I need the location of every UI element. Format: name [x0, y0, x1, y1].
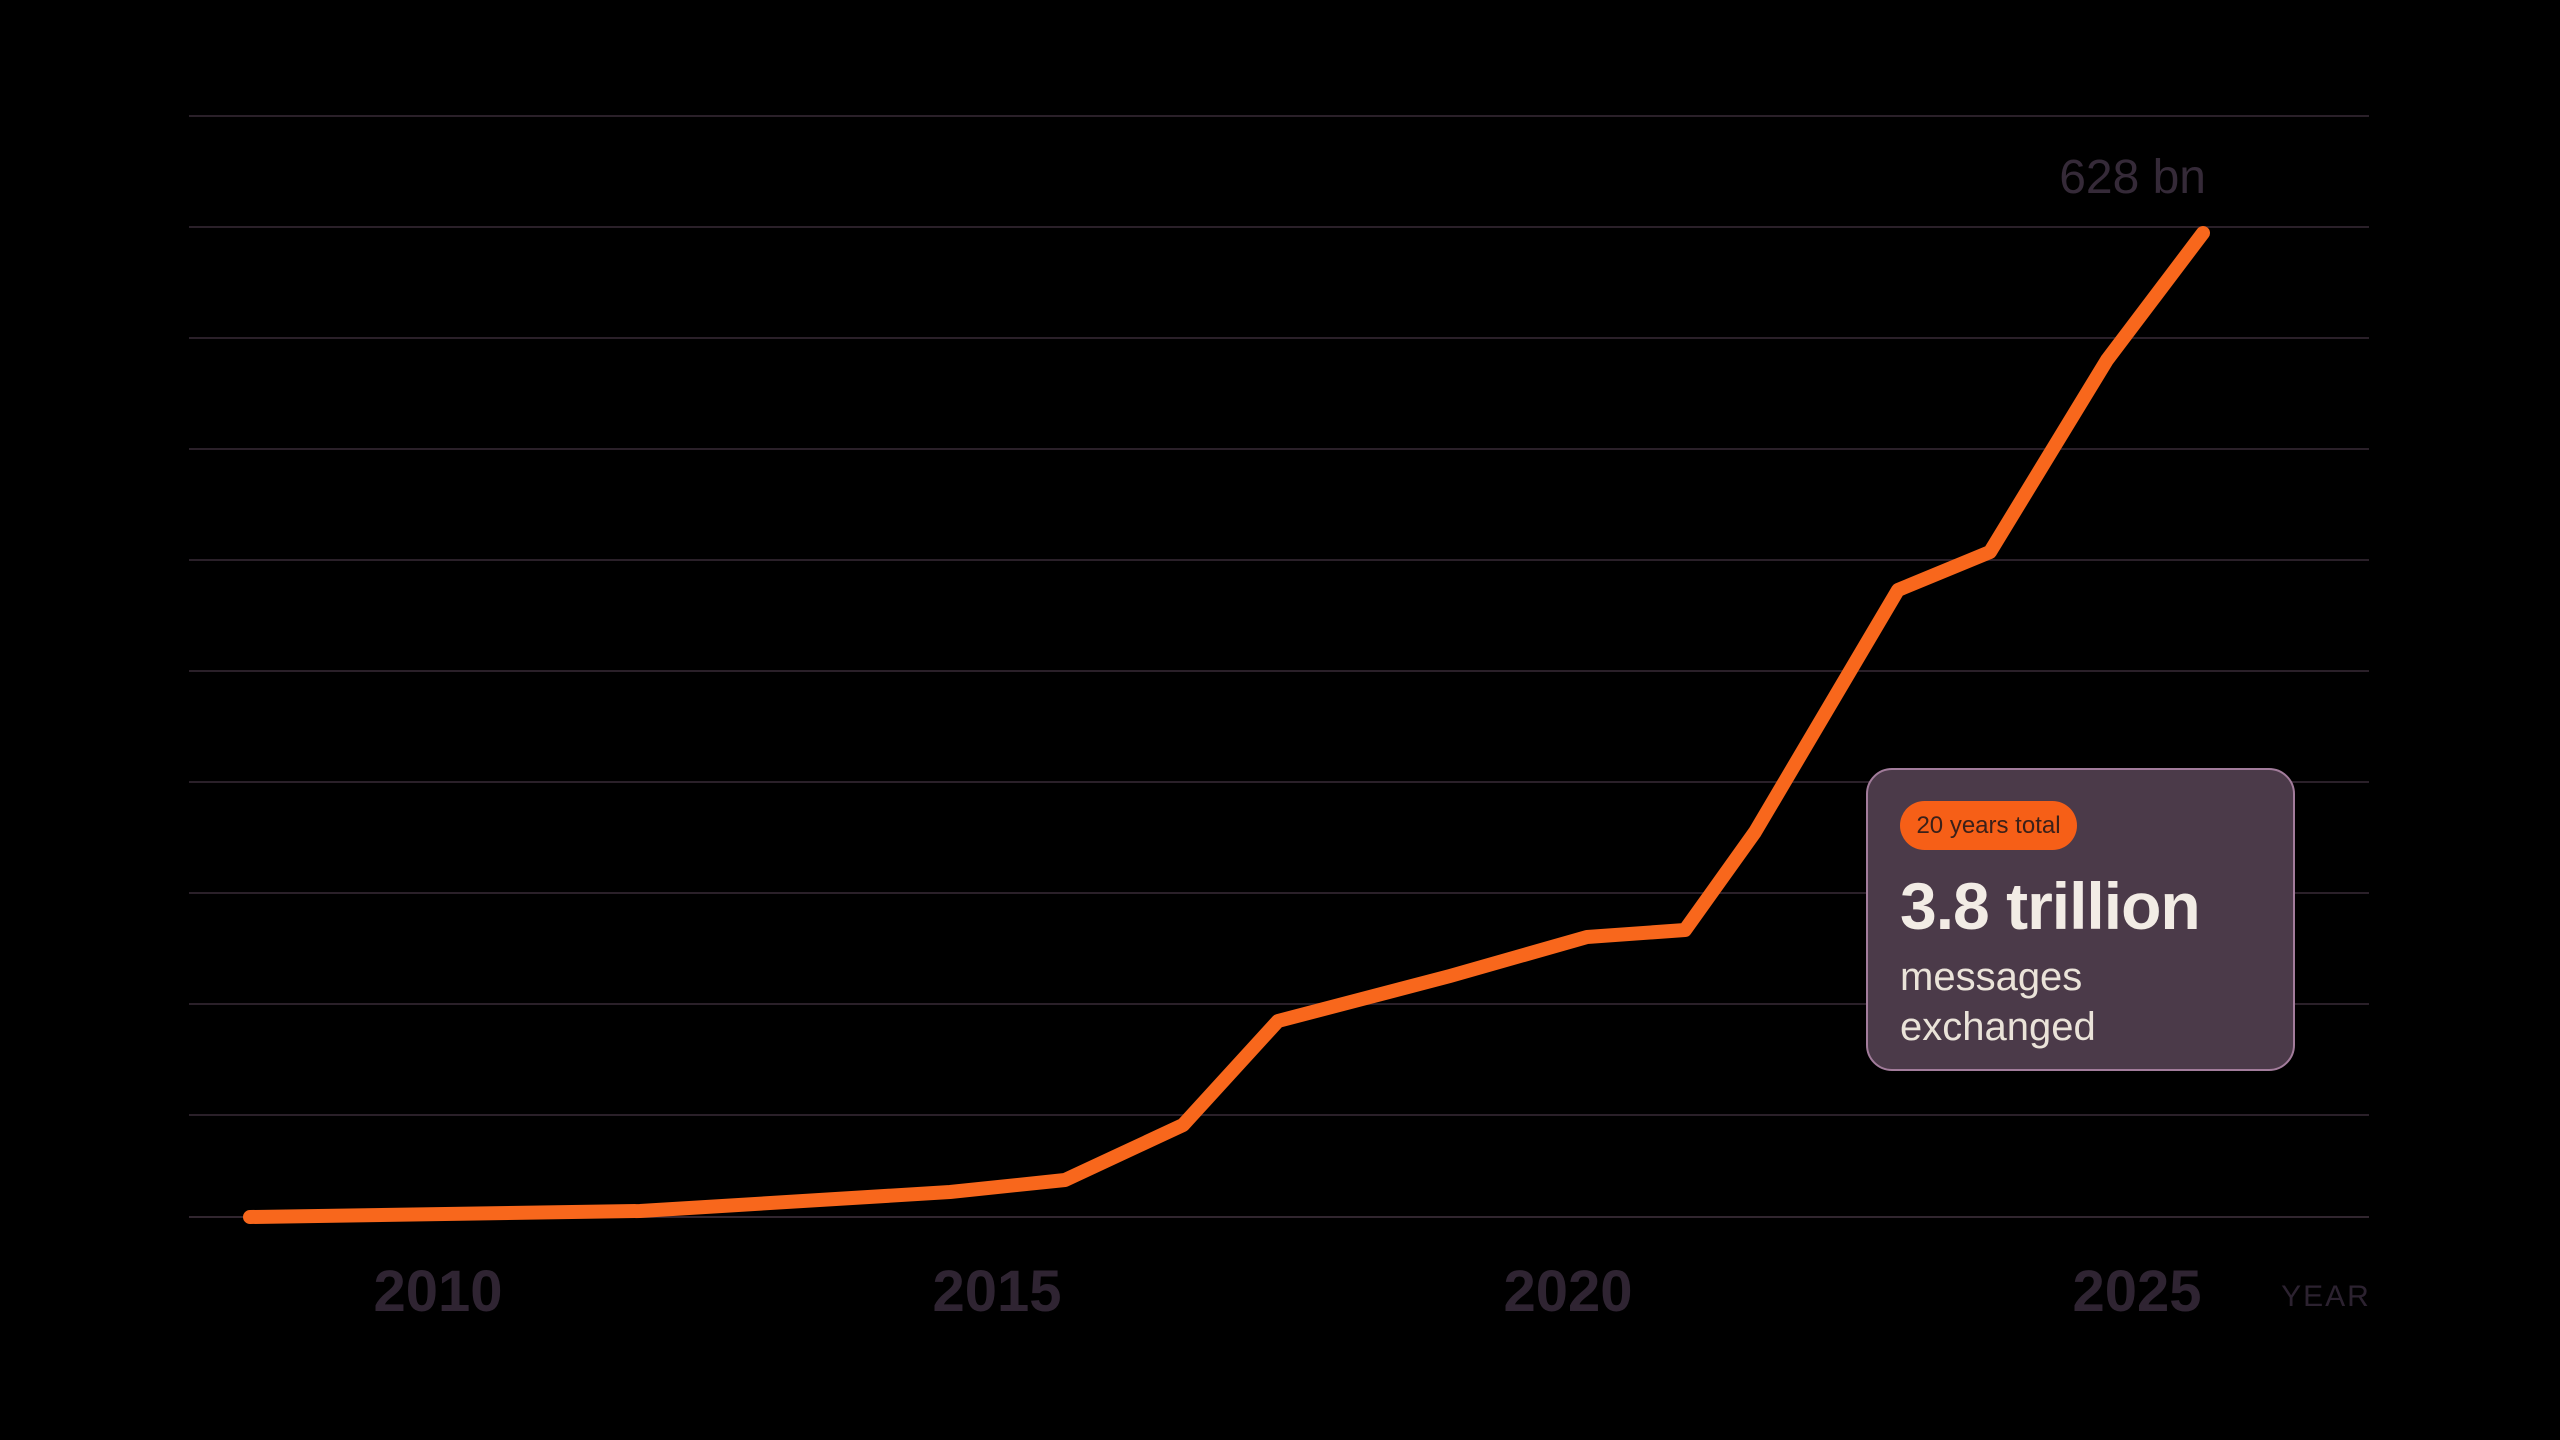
summary-card: 20 years total 3.8 trillion messages exc… — [1866, 768, 2295, 1071]
summary-caption: messages exchanged — [1900, 952, 2261, 1052]
summary-badge: 20 years total — [1900, 801, 2077, 850]
data-line-messages — [243, 226, 2210, 1224]
x-axis-title: YEAR — [2281, 1280, 2371, 1313]
x-tick-label-2025: 2025 — [2072, 1259, 2202, 1324]
end-value-label: 628 bn — [2059, 151, 2206, 204]
x-tick-label-2020: 2020 — [1503, 1259, 1633, 1324]
summary-caption-line-2: exchanged — [1900, 1005, 2096, 1049]
x-tick-label-2010: 2010 — [373, 1259, 503, 1324]
summary-value: 3.8 trillion — [1900, 869, 2201, 943]
x-tick-label-2015: 2015 — [932, 1259, 1062, 1324]
summary-caption-line-1: messages — [1900, 955, 2083, 999]
